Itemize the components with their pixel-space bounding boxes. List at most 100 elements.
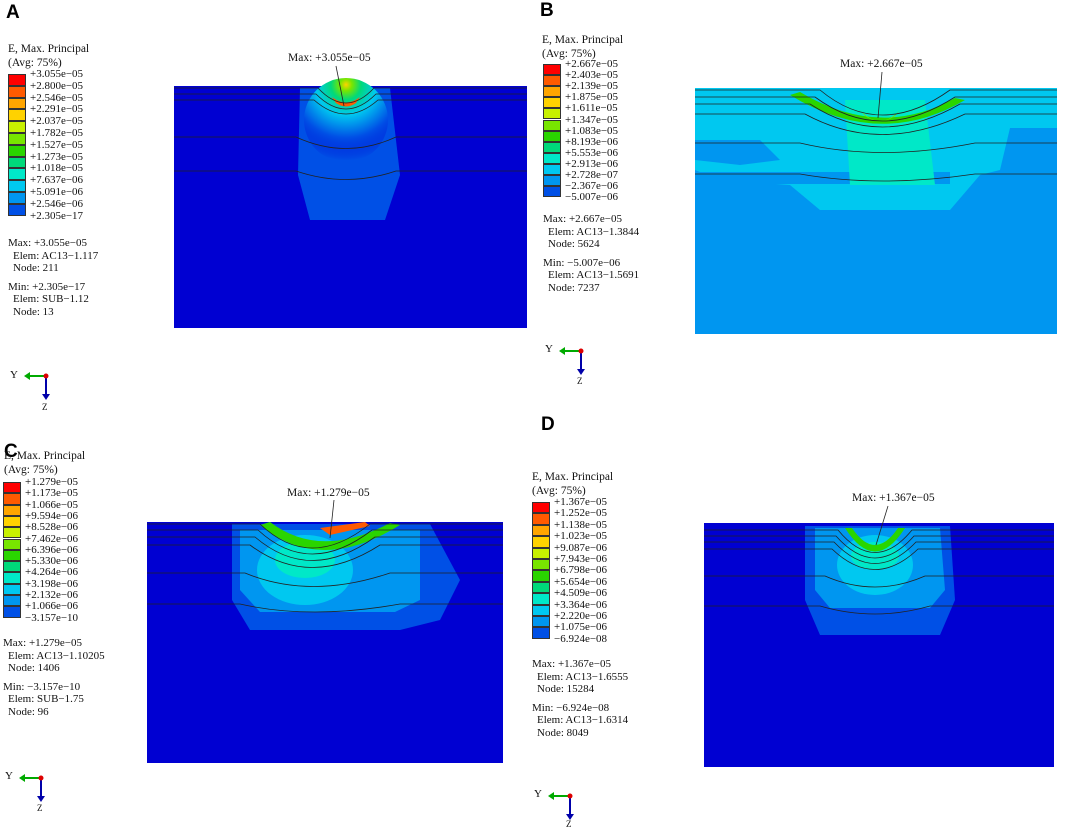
layer-line-4 bbox=[174, 136, 527, 149]
legend-value: +1.252e−05 bbox=[554, 507, 608, 520]
max-leader bbox=[875, 505, 889, 546]
legend-value: +2.546e−06 bbox=[30, 197, 84, 210]
layer-line-1 bbox=[695, 89, 1057, 116]
layer-line-3 bbox=[695, 103, 1057, 128]
max-value: Max: +2.667e−05 bbox=[543, 213, 623, 225]
legend-value: +2.139e−05 bbox=[565, 80, 619, 93]
legend-value: +1.367e−05 bbox=[554, 496, 608, 508]
axis-y-label: Y bbox=[10, 369, 18, 381]
green-band bbox=[790, 92, 965, 124]
axis-z-label: Z bbox=[42, 402, 48, 412]
max-elem: Elem: AC13−1.117 bbox=[13, 249, 99, 262]
plot-max-label: Max: +3.055e−05 bbox=[288, 52, 371, 64]
legend-swatch bbox=[3, 583, 21, 595]
legend-swatch bbox=[532, 559, 550, 571]
legend-value: +1.018e−05 bbox=[30, 162, 84, 175]
layer-line-3 bbox=[147, 536, 503, 561]
legend-swatch bbox=[8, 168, 26, 181]
min-node: Node: 7237 bbox=[548, 281, 600, 294]
legend-value: +1.527e−05 bbox=[30, 138, 84, 151]
axis-y-label: Y bbox=[534, 788, 542, 800]
legend-value: +7.943e−06 bbox=[554, 553, 608, 565]
legend-swatch bbox=[532, 536, 550, 548]
panel-c: C E, Max. Principal (Avg: 75%) +1.279e−0… bbox=[0, 0, 530, 832]
legend-swatch bbox=[3, 493, 21, 505]
legend-swatch bbox=[532, 581, 550, 594]
panel-label: B bbox=[540, 0, 554, 21]
legend-swatch bbox=[532, 604, 550, 616]
legend-swatch bbox=[532, 513, 550, 525]
legend-value: +5.330e−06 bbox=[25, 555, 79, 568]
legend-swatch bbox=[3, 561, 21, 573]
max-value: Max: +1.367e−05 bbox=[532, 658, 612, 670]
legend-value: +1.083e−05 bbox=[565, 124, 619, 137]
legend-swatch bbox=[8, 203, 26, 216]
legend-value: +1.023e−05 bbox=[554, 530, 608, 543]
legend-value: +2.546e−05 bbox=[30, 91, 84, 104]
legend-title: E, Max. Principal (Avg: 75%) bbox=[4, 450, 86, 476]
layer-line-5 bbox=[704, 575, 1054, 588]
max-node: Node: 1406 bbox=[8, 662, 60, 674]
legend-value: +2.220e−06 bbox=[554, 610, 608, 622]
legend-value: +1.279e−05 bbox=[25, 476, 79, 488]
legend-swatch bbox=[543, 75, 561, 87]
legend-swatch bbox=[543, 119, 561, 131]
layer-line-2 bbox=[174, 93, 527, 110]
legend-swatch bbox=[3, 606, 21, 618]
extrema-info: Max: +3.055e−05 Elem: AC13−1.117 Node: 2… bbox=[8, 237, 98, 318]
legend-swatch bbox=[532, 616, 550, 628]
min-node: Node: 8049 bbox=[537, 726, 589, 739]
legend-swatch bbox=[8, 74, 26, 86]
legend-value: +1.066e−06 bbox=[25, 600, 79, 613]
axis-y-label: Y bbox=[545, 343, 553, 355]
legend-value: +8.528e−06 bbox=[25, 521, 79, 534]
layer-line-6 bbox=[147, 603, 503, 613]
legend-value: +1.875e−05 bbox=[565, 91, 619, 104]
max-elem: Elem: AC13−1.10205 bbox=[8, 649, 105, 662]
legend-swatch bbox=[532, 524, 550, 537]
extrema-info: Max: +2.667e−05 Elem: AC13−1.3844 Node: … bbox=[543, 213, 639, 294]
max-value: Max: +3.055e−05 bbox=[8, 237, 88, 249]
layer-line-1 bbox=[174, 87, 527, 104]
legend-value: +5.553e−06 bbox=[565, 146, 619, 159]
legend-value: +5.654e−06 bbox=[554, 575, 608, 588]
legend-swatch bbox=[543, 97, 561, 109]
layer-line-3 bbox=[174, 99, 527, 115]
layer-line-1 bbox=[147, 523, 503, 549]
legend-value: −3.157e−10 bbox=[25, 611, 79, 624]
legend-swatch bbox=[532, 502, 550, 514]
legend-swatch bbox=[543, 108, 561, 120]
legend-swatch bbox=[543, 64, 561, 76]
layer-line-6 bbox=[695, 173, 1057, 182]
legend-value: +2.132e−06 bbox=[25, 589, 79, 601]
legend-value: +1.075e−06 bbox=[554, 621, 608, 634]
legend-value: +3.198e−06 bbox=[25, 577, 79, 590]
strain-inner bbox=[851, 542, 899, 570]
layer-line-2 bbox=[704, 535, 1054, 559]
panel-label: C bbox=[4, 441, 18, 462]
panel-a: A E, Max. Principal (Avg: 75%) +3.055e−0… bbox=[0, 0, 530, 415]
legend-swatch bbox=[3, 515, 21, 528]
min-value: Min: −3.157e−10 bbox=[3, 680, 81, 693]
max-spot bbox=[320, 522, 370, 535]
plot-max-label: Max: +2.667e−05 bbox=[840, 58, 923, 70]
min-value: Min: −5.007e−06 bbox=[543, 256, 621, 269]
legend-value: +2.728e−07 bbox=[565, 169, 619, 181]
legend-swatch bbox=[8, 85, 26, 98]
contour-plot bbox=[174, 65, 527, 328]
legend-swatch bbox=[543, 175, 561, 187]
legend-swatch bbox=[8, 144, 26, 157]
legend-title: E, Max. Principal (Avg: 75%) bbox=[532, 471, 614, 497]
max-leader bbox=[329, 499, 335, 539]
legend-swatch bbox=[543, 86, 561, 98]
max-node: Node: 211 bbox=[13, 262, 59, 274]
axis-triad bbox=[559, 347, 585, 375]
legend-swatch bbox=[3, 572, 21, 584]
legend-swatch bbox=[8, 97, 26, 110]
legend-title: E, Max. Principal (Avg: 75%) bbox=[8, 43, 90, 69]
legend-value: +7.462e−06 bbox=[25, 532, 79, 545]
layer-line-6 bbox=[704, 605, 1054, 615]
legend-value: +6.396e−06 bbox=[25, 543, 79, 556]
layer-line-3 bbox=[704, 541, 1054, 564]
